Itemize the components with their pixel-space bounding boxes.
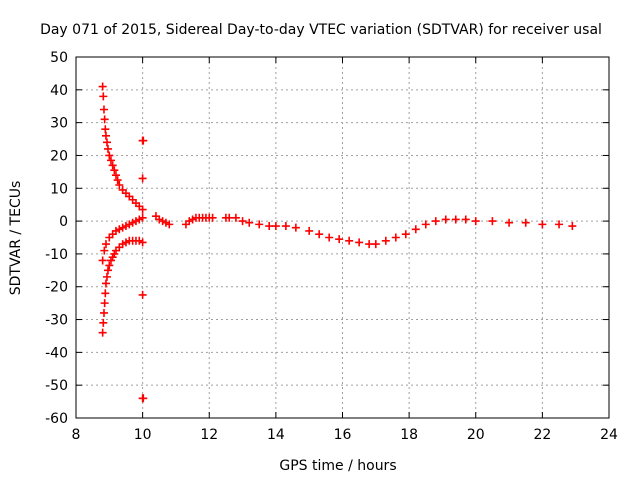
y-axis-label: SDTVAR / TECUs bbox=[8, 181, 24, 296]
data-point bbox=[138, 290, 147, 299]
data-point bbox=[555, 220, 564, 229]
data-point bbox=[335, 235, 344, 244]
data-point bbox=[138, 213, 147, 222]
data-point bbox=[108, 161, 117, 170]
data-point bbox=[381, 236, 390, 245]
data-point bbox=[538, 220, 547, 229]
data-point bbox=[99, 318, 108, 327]
data-point bbox=[98, 328, 107, 337]
data-point bbox=[391, 233, 400, 242]
data-point bbox=[411, 225, 420, 234]
data-point bbox=[421, 220, 430, 229]
data-point bbox=[521, 218, 530, 227]
data-point bbox=[98, 256, 107, 265]
data-point bbox=[255, 220, 264, 229]
data-point bbox=[99, 92, 108, 101]
data-point bbox=[315, 230, 324, 239]
data-point bbox=[103, 144, 112, 153]
data-point bbox=[401, 230, 410, 239]
data-point bbox=[568, 222, 577, 231]
data-point bbox=[101, 131, 110, 140]
chart-title: Day 071 of 2015, Sidereal Day-to-day VTE… bbox=[40, 22, 602, 38]
data-point bbox=[281, 222, 290, 231]
axis-ticks: 8 10 12 14 16 18 20 22 24 50 40 30 20 10 0 -10 -20 -30 -40… bbox=[45, 50, 618, 443]
y-tick-label: 20 bbox=[50, 148, 68, 164]
data-point bbox=[271, 222, 280, 231]
y-tick-label: 30 bbox=[50, 116, 68, 132]
x-tick-label: 12 bbox=[200, 427, 218, 443]
data-point bbox=[238, 217, 247, 226]
x-axis-label: GPS time / hours bbox=[279, 458, 396, 474]
data-point bbox=[100, 115, 109, 124]
data-point bbox=[113, 176, 122, 185]
data-point bbox=[305, 226, 314, 235]
x-tick-label: 22 bbox=[533, 427, 551, 443]
x-tick-label: 20 bbox=[467, 427, 485, 443]
data-point bbox=[138, 238, 147, 247]
data-point bbox=[441, 215, 450, 224]
data-point bbox=[111, 171, 120, 180]
data-point bbox=[138, 174, 147, 183]
x-tick-label: 24 bbox=[600, 427, 618, 443]
data-point bbox=[371, 240, 380, 249]
data-point bbox=[101, 240, 110, 249]
x-tick-label: 10 bbox=[134, 427, 152, 443]
y-tick-label: 10 bbox=[50, 181, 68, 197]
data-points bbox=[98, 82, 577, 403]
data-point bbox=[100, 299, 109, 308]
data-point bbox=[138, 205, 147, 214]
data-point bbox=[115, 180, 124, 189]
data-point bbox=[106, 156, 115, 165]
data-point bbox=[325, 233, 334, 242]
data-point bbox=[105, 261, 114, 270]
x-tick-label: 16 bbox=[334, 427, 352, 443]
data-point bbox=[165, 220, 174, 229]
data-point bbox=[291, 223, 300, 232]
y-tick-label: -30 bbox=[45, 313, 68, 329]
data-point bbox=[451, 215, 460, 224]
data-point bbox=[102, 138, 111, 147]
y-tick-label: 50 bbox=[50, 50, 68, 66]
y-tick-label: -40 bbox=[45, 345, 68, 361]
x-tick-label: 14 bbox=[267, 427, 285, 443]
gridlines bbox=[76, 57, 609, 418]
data-point bbox=[98, 82, 107, 91]
data-point bbox=[110, 166, 119, 175]
data-point bbox=[103, 266, 112, 275]
data-point bbox=[100, 246, 109, 255]
data-point bbox=[431, 217, 440, 226]
data-point bbox=[99, 308, 108, 317]
data-point bbox=[345, 236, 354, 245]
data-point bbox=[245, 218, 254, 227]
data-point bbox=[139, 136, 148, 145]
x-tick-label: 18 bbox=[400, 427, 418, 443]
data-point bbox=[139, 394, 148, 403]
x-tick-label: 8 bbox=[72, 427, 81, 443]
data-point bbox=[101, 289, 110, 298]
data-point bbox=[231, 213, 240, 222]
y-tick-label: -20 bbox=[45, 280, 68, 296]
data-point bbox=[208, 213, 217, 222]
y-tick-label: 0 bbox=[59, 214, 68, 230]
data-point bbox=[488, 217, 497, 226]
data-point bbox=[101, 279, 110, 288]
data-point bbox=[505, 218, 514, 227]
data-point bbox=[102, 272, 111, 281]
y-tick-label: -60 bbox=[45, 411, 68, 427]
data-point bbox=[99, 105, 108, 114]
y-tick-label: 40 bbox=[50, 83, 68, 99]
data-point bbox=[105, 151, 114, 160]
y-tick-label: -50 bbox=[45, 378, 68, 394]
data-point bbox=[461, 215, 470, 224]
data-point bbox=[471, 217, 480, 226]
y-tick-label: -10 bbox=[45, 247, 68, 263]
data-point bbox=[355, 238, 364, 247]
